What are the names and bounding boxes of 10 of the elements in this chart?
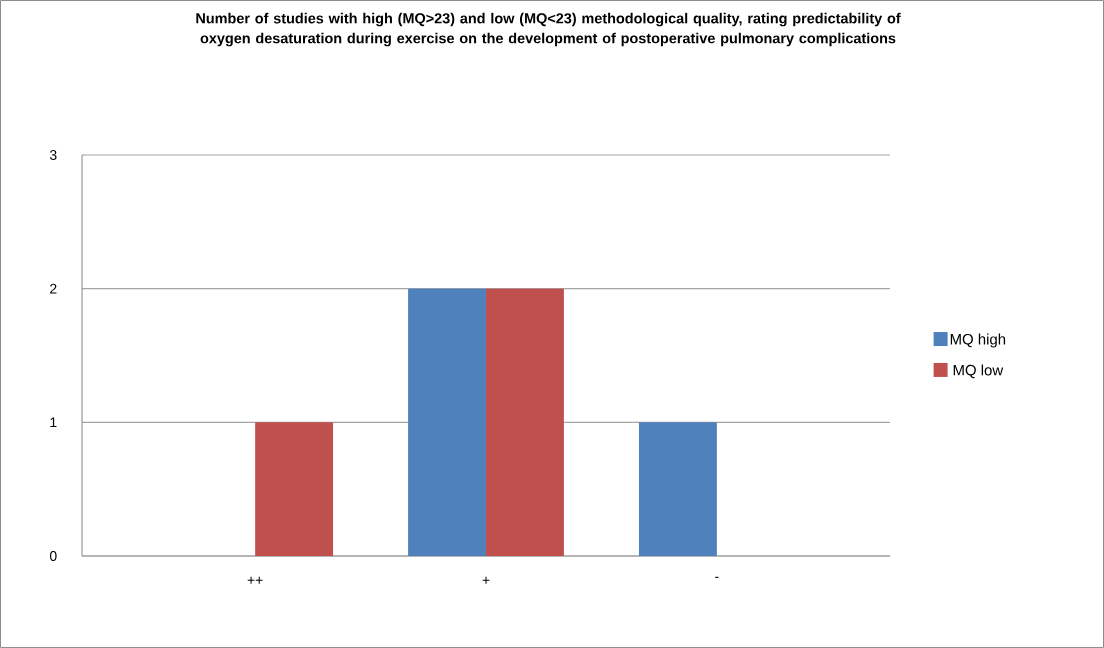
x-tick-label: + xyxy=(482,576,490,584)
chart-title: Number of studies with high (MQ>23) and low (MQ<23) methodological quality, rating predictability of oxygen desaturation during exercise on the development of postoperative pulmonary complications xyxy=(196,12,901,47)
legend-label: MQ low xyxy=(953,364,1004,379)
x-tick-label: ++ xyxy=(247,576,263,584)
x-tick-label: - xyxy=(715,576,719,578)
y-tick-label: 0 xyxy=(49,551,57,561)
legend-label: MQ high xyxy=(950,333,1006,348)
y-tick-label: 1 xyxy=(50,417,57,428)
y-tick-label: 2 xyxy=(50,283,57,294)
y-tick-label: 3 xyxy=(49,150,57,160)
